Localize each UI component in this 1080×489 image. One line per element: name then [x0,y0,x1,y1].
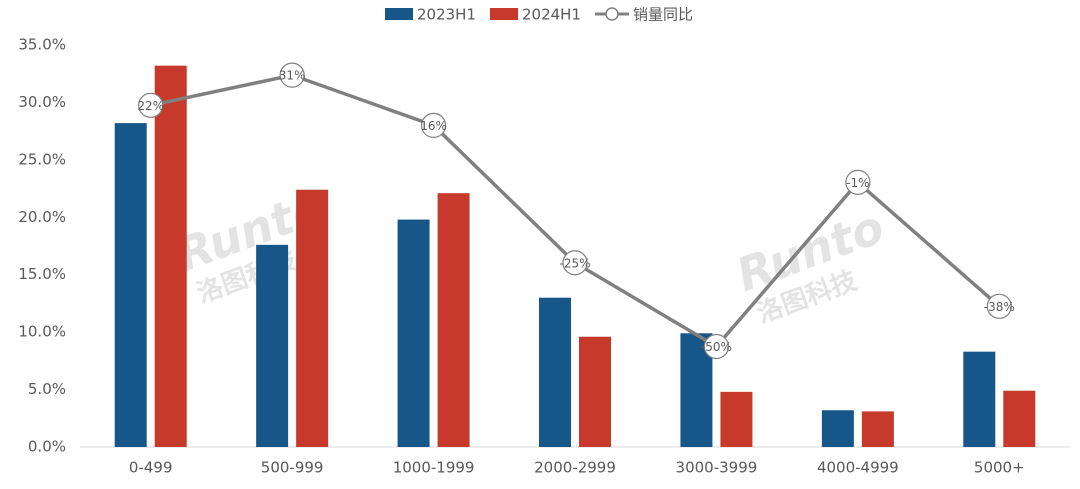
line-marker [703,333,730,360]
y-tick-label: 20.0% [18,208,66,226]
line-marker [845,169,871,195]
y-tick-label: 0.0% [28,438,66,456]
data-label: -38% [984,300,1015,314]
legend-swatch [605,7,619,21]
bar [1003,390,1036,447]
bar [114,123,147,448]
data-label: 31% [279,69,306,83]
bar [437,193,470,447]
x-tick-label: 500-999 [261,459,324,477]
line-marker [562,250,588,276]
data-label: 16% [420,119,447,133]
x-tick-label: 5000+ [974,459,1025,477]
bar [963,351,996,447]
x-tick-label: 1000-1999 [393,459,475,477]
data-label: 22% [137,99,164,113]
bar [154,65,187,447]
y-tick-label: 35.0% [18,36,66,54]
legend-label: 销量同比 [633,6,693,24]
y-tick-label: 5.0% [28,380,66,398]
bar [821,410,854,447]
line-marker [279,62,305,88]
x-tick-label: 0-499 [129,459,173,477]
bar [256,244,289,447]
line-marker [986,293,1012,319]
data-label: -50% [701,340,732,354]
y-tick-label: 15.0% [18,265,66,283]
data-label: -1% [846,176,869,190]
y-tick-label: 25.0% [18,150,66,168]
x-tick-label: 4000-4999 [817,459,899,477]
legend-swatch [385,8,413,20]
legend-swatch [490,8,518,20]
x-tick-label: 3000-3999 [676,459,758,477]
data-label: -25% [559,256,590,270]
bar [539,297,571,447]
bar [397,219,430,447]
y-tick-label: 10.0% [18,323,66,341]
line-marker [420,112,447,139]
legend-label: 2023H1 [417,6,476,24]
line-marker [138,92,164,118]
bar [579,336,611,447]
legend-label: 2024H1 [522,6,581,24]
x-tick-label: 2000-2999 [534,459,616,477]
bar [296,189,329,447]
y-tick-label: 30.0% [18,93,66,111]
bar [861,411,894,447]
bar [720,391,753,447]
